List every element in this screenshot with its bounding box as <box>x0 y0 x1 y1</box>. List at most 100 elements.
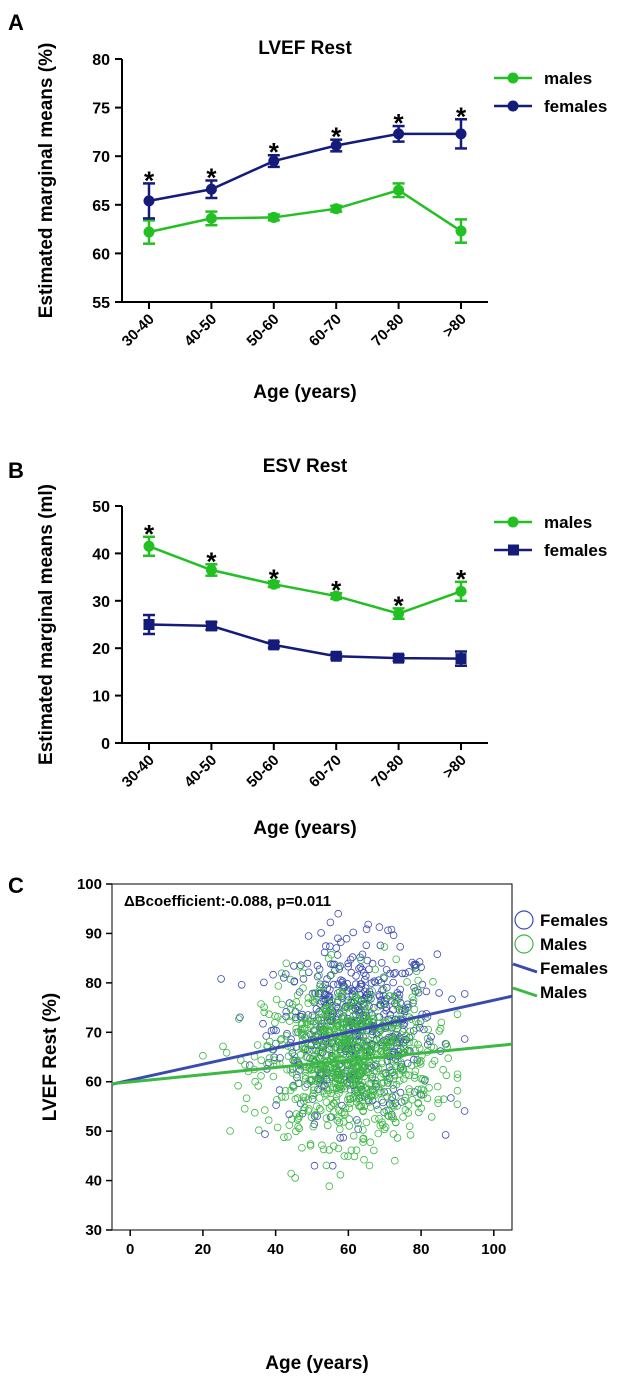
x-axis-label: Age (years) <box>253 382 357 403</box>
scatter-point-males <box>307 1113 316 1122</box>
scatter-point-males <box>406 1027 415 1036</box>
scatter-point-males <box>401 1093 410 1102</box>
scatter-point-males <box>293 1094 302 1102</box>
scatter-point-males <box>442 1071 451 1080</box>
scatter-point-males <box>282 1032 291 1040</box>
x-tick-label: 70-80 <box>368 752 407 791</box>
scatter-point-males <box>391 1092 400 1100</box>
fit-line-males <box>111 1042 513 1086</box>
scatter-point-males <box>384 1107 393 1115</box>
scatter-point-males <box>372 1067 381 1075</box>
scatter-point-males <box>304 1095 312 1104</box>
scatter-point-females <box>334 909 343 918</box>
scatter-point-females <box>380 1088 389 1096</box>
scatter-point-males <box>332 1006 340 1015</box>
scatter-point-males <box>297 1028 306 1037</box>
scatter-point-males <box>289 1083 298 1092</box>
scatter-point-males <box>342 998 351 1007</box>
y-tick-label: 0 <box>101 736 110 753</box>
scatter-point-males <box>430 1057 439 1065</box>
data-point-males <box>205 564 217 576</box>
scatter-point-males <box>315 1075 324 1084</box>
scatter-point-males <box>355 1102 363 1110</box>
scatter-point-males <box>414 1019 423 1028</box>
scatter-point-males <box>274 1012 282 1021</box>
scatter-point-males <box>265 1037 274 1046</box>
scatter-point-females <box>333 951 342 959</box>
scatter-point-males <box>405 1038 414 1046</box>
scatter-point-males <box>357 1086 366 1095</box>
y-axis-label: Estimated marginal means (ml) <box>36 484 57 765</box>
scatter-point-males <box>315 971 323 980</box>
x-tick-label: 60 <box>340 1241 357 1258</box>
scatter-point-females <box>357 982 366 991</box>
series-line-females <box>148 132 461 203</box>
scatter-point-females <box>285 1110 294 1119</box>
scatter-point-females <box>303 959 312 968</box>
legend-label-males: males <box>544 69 592 88</box>
scatter-point-males <box>391 1039 400 1047</box>
scatter-point-males <box>392 1000 400 1009</box>
scatter-point-females <box>354 984 363 993</box>
scatter-point-females <box>296 961 305 969</box>
x-tick-label: 20 <box>195 1241 212 1258</box>
scatter-point-males <box>264 1116 273 1124</box>
scatter-point-females <box>420 1025 428 1034</box>
scatter-point-males <box>319 1087 328 1095</box>
scatter-point-males <box>393 1025 402 1033</box>
scatter-point-females <box>390 970 398 978</box>
scatter-point-males <box>332 1022 340 1031</box>
scatter-point-males <box>327 950 336 959</box>
y-tick-label: 70 <box>92 149 110 166</box>
scatter-point-males <box>377 1096 386 1104</box>
data-point-males <box>455 225 467 237</box>
scatter-point-males <box>386 1036 395 1045</box>
scatter-point-females <box>359 969 368 977</box>
scatter-point-males <box>410 1071 419 1080</box>
scatter-point-males <box>265 1010 273 1018</box>
scatter-point-males <box>396 1058 405 1066</box>
scatter-point-males <box>292 1015 300 1024</box>
scatter-point-males <box>309 1013 318 1022</box>
scatter-point-males <box>257 1072 265 1080</box>
scatter-point-males <box>339 1014 347 1023</box>
scatter-point-males <box>413 1059 421 1067</box>
scatter-point-males <box>294 1122 302 1131</box>
scatter-point-males <box>340 984 349 992</box>
significance-star: * <box>144 165 155 195</box>
scatter-point-females <box>260 978 268 987</box>
scatter-point-males <box>292 1024 301 1033</box>
scatter-point-females <box>336 976 345 984</box>
scatter-point-males <box>380 1078 388 1087</box>
scatter-point-males <box>399 1065 408 1074</box>
scatter-point-females <box>320 991 329 999</box>
scatter-point-females <box>433 950 442 958</box>
scatter-point-females <box>313 1112 322 1120</box>
series-line-males <box>148 545 462 615</box>
scatter-point-males <box>327 970 336 979</box>
scatter-point-males <box>295 1003 303 1012</box>
scatter-point-males <box>281 1093 290 1101</box>
scatter-point-males <box>324 1065 333 1074</box>
scatter-point-males <box>334 1144 343 1153</box>
scatter-point-females <box>339 1133 348 1142</box>
scatter-point-males <box>322 1114 331 1123</box>
scatter-point-males <box>334 996 343 1005</box>
scatter-point-males <box>439 1065 447 1074</box>
scatter-point-males <box>344 1003 353 1011</box>
scatter-point-males <box>349 1036 357 1044</box>
scatter-point-females <box>364 920 373 929</box>
scatter-point-females <box>365 965 373 974</box>
data-point-females <box>205 620 217 632</box>
scatter-point-males <box>293 991 302 999</box>
annotation-text: ΔBcoefficient:-0.088, p=0.011 <box>124 893 331 910</box>
scatter-point-males <box>271 1012 279 1020</box>
scatter-point-females <box>376 941 385 950</box>
scatter-point-females <box>344 959 353 968</box>
scatter-point-females <box>338 994 347 1002</box>
scatter-point-males <box>403 978 411 986</box>
panel-b-chart: ESV Rest 0 10 20 30 40 50 30-40 40-50 50-60 60-70 7… <box>36 456 607 839</box>
series-line-females <box>148 623 462 660</box>
scatter-point-males <box>347 1019 356 1028</box>
scatter-point-males <box>346 1099 355 1108</box>
